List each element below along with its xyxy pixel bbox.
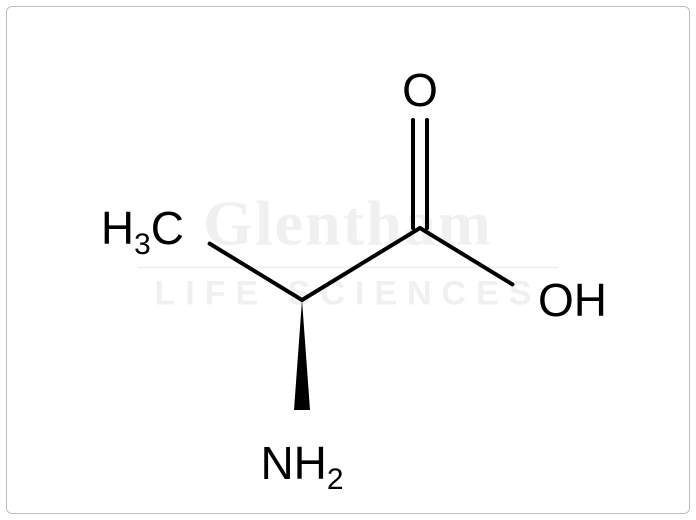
atom-label-O_double: O [402, 67, 438, 113]
atom-label-O_hydroxyl: OH [538, 277, 607, 323]
atom-label-C_methyl: H3C [101, 205, 184, 251]
atom-label-N_amino: NH2 [260, 440, 343, 486]
canvas: Glentham LIFE SCIENCES H3COOHNH2 [0, 0, 696, 520]
molecule-bonds [0, 0, 696, 520]
